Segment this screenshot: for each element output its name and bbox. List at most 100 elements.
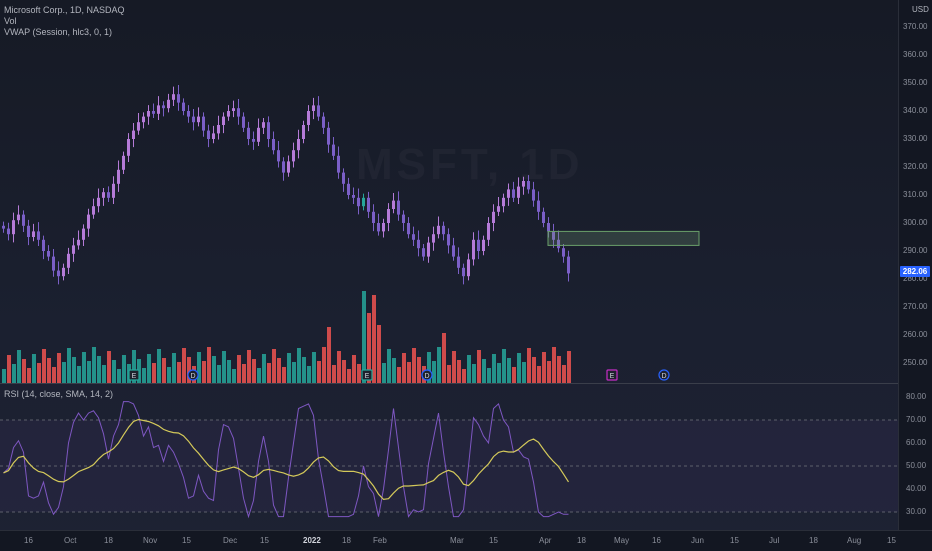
volume-bar [562, 365, 566, 383]
candle-body [22, 214, 25, 226]
candle-body [512, 189, 515, 198]
candle-body [332, 144, 335, 156]
candle-body [562, 248, 565, 257]
volume-bar [437, 347, 441, 383]
volume-bar [452, 351, 456, 383]
candle-body [352, 195, 355, 198]
volume-bar [512, 367, 516, 383]
candle-body [2, 225, 5, 229]
symbol-title[interactable]: Microsoft Corp., 1D, NASDAQ [4, 5, 125, 15]
candle-body [92, 206, 95, 215]
volume-bar [397, 367, 401, 383]
candle-body [97, 197, 100, 207]
volume-bar [552, 347, 556, 383]
volume-bar [257, 368, 261, 383]
candle-body [267, 122, 270, 139]
candle-body [567, 256, 570, 274]
volume-bar [297, 348, 301, 383]
candle-body [152, 111, 155, 114]
volume-bar [357, 364, 361, 383]
volume-bar [362, 291, 366, 383]
volume-bar [532, 357, 536, 383]
price-tick-label: 260.00 [903, 330, 928, 339]
candle-body [272, 139, 275, 151]
candle-body [367, 197, 370, 212]
volume-bar [17, 350, 21, 383]
candle-body [72, 245, 75, 254]
candle-body [162, 105, 165, 109]
volume-bar [467, 355, 471, 383]
time-tick-label: Dec [223, 536, 238, 545]
candle-body [167, 99, 170, 109]
candle-body [192, 116, 195, 123]
volume-bar [502, 349, 506, 383]
price-tick-label: 350.00 [903, 78, 928, 87]
volume-bar [22, 359, 26, 383]
volume-bar [217, 365, 221, 383]
candle-body [457, 256, 460, 268]
candle-body [377, 223, 380, 232]
candle-body [112, 183, 115, 198]
candle-body [472, 239, 475, 260]
volume-bar [442, 333, 446, 383]
time-tick-label: 16 [24, 536, 33, 545]
rsi-ma-line [3, 418, 570, 501]
volume-bar [72, 357, 76, 383]
candle-body [242, 116, 245, 128]
candle-body [302, 125, 305, 139]
volume-bar [122, 355, 126, 383]
price-axis[interactable] [898, 0, 932, 530]
volume-legend[interactable]: Vol [4, 16, 17, 26]
time-tick-label: Aug [847, 536, 862, 545]
volume-bar [367, 313, 371, 383]
volume-bar [207, 347, 211, 383]
volume-bar [332, 365, 336, 383]
candle-body [132, 130, 135, 139]
price-tick-label: 330.00 [903, 134, 928, 143]
candle-body [362, 197, 365, 207]
volume-bar [242, 364, 246, 383]
time-tick-label: 15 [260, 536, 269, 545]
candle-body [447, 234, 450, 246]
price-tick-label: 320.00 [903, 162, 928, 171]
volume-bar [417, 357, 421, 383]
candle-body [347, 183, 350, 195]
volume-bar [97, 356, 101, 383]
candle-body [82, 228, 85, 240]
volume-bar [187, 357, 191, 383]
volume-bar [157, 349, 161, 383]
volume-bar [312, 352, 316, 383]
volume-bar [177, 362, 181, 383]
vwap-legend[interactable]: VWAP (Session, hlc3, 0, 1) [4, 27, 113, 37]
volume-bar [282, 367, 286, 383]
pane-divider[interactable] [0, 383, 898, 384]
volume-bar [427, 352, 431, 383]
candle-body [157, 105, 160, 114]
volume-bar [57, 353, 61, 383]
volume-bar [42, 349, 46, 383]
candle-body [387, 209, 390, 223]
rsi-line [3, 401, 569, 519]
rsi-tick-label: 80.00 [906, 392, 927, 401]
volume-bar [62, 362, 66, 383]
candle-body [487, 223, 490, 240]
candle-body [432, 234, 435, 243]
candle-body [137, 122, 140, 131]
rsi-legend[interactable]: RSI (14, close, SMA, 14, 2) [4, 389, 114, 399]
volume-bar [77, 366, 81, 383]
currency-label: USD [912, 5, 929, 14]
candle-body [257, 127, 260, 142]
candle-body [77, 239, 80, 246]
candle-body [252, 139, 255, 142]
candle-body [507, 189, 510, 198]
volume-bar [542, 352, 546, 383]
rsi-tick-label: 60.00 [906, 438, 927, 447]
last-price-badge: 282.06 [900, 266, 930, 277]
candle-body [522, 181, 525, 187]
candle-body [412, 234, 415, 240]
candle-body [182, 102, 185, 111]
candle-body [237, 108, 240, 117]
time-axis[interactable] [0, 530, 932, 551]
